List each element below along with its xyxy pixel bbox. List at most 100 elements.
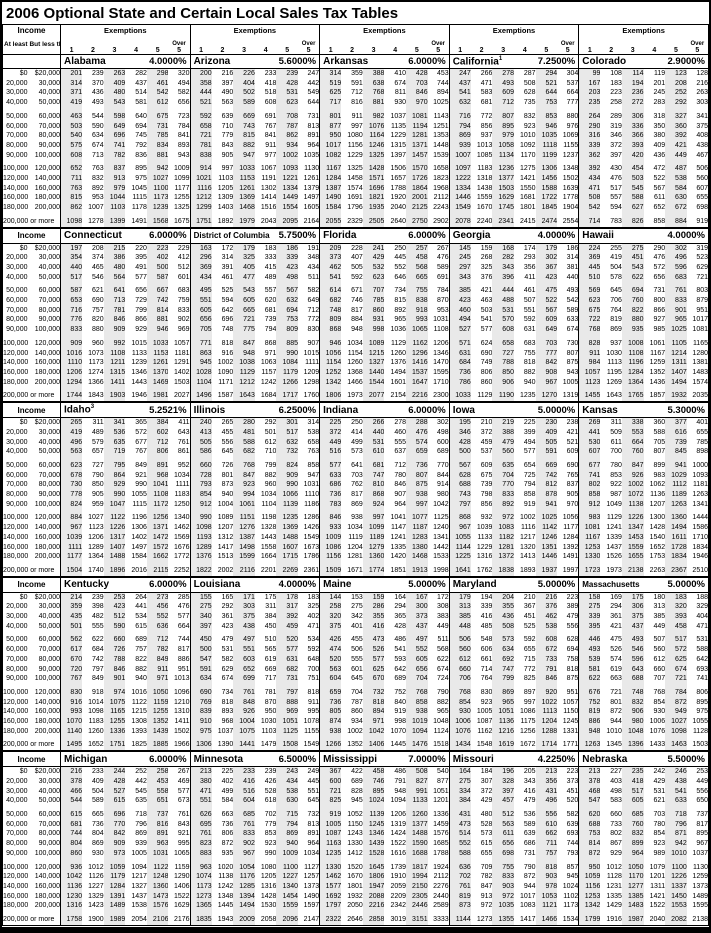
tax-cell: 633 <box>319 470 342 481</box>
tax-cell: 1230 <box>60 891 83 902</box>
tax-cell: 498 <box>437 428 449 436</box>
tax-cell: 875 <box>406 480 428 491</box>
income-at-least: 160,000 <box>3 892 28 900</box>
tax-cell: 523 <box>696 254 708 262</box>
income-at-least: 20,000 <box>6 79 28 87</box>
tax-cell: 967 <box>233 848 255 859</box>
tax-cell: 911 <box>265 141 277 149</box>
tax-cell: 2147 <box>303 916 320 924</box>
tax-cell: 435 <box>60 612 83 622</box>
tax-cell: 816 <box>146 819 169 830</box>
tax-cell: 1286 <box>303 514 320 522</box>
tax-cell: 572 <box>135 428 147 436</box>
tax-cell: 584 <box>665 183 687 194</box>
tax-cell: 1549 <box>303 533 320 541</box>
tax-cell: 763 <box>307 448 320 456</box>
tax-cell: 546 <box>621 645 644 655</box>
spacer-cell <box>189 334 212 339</box>
tax-cell: 1864 <box>406 183 428 194</box>
state-rate: 6.0000% <box>149 753 187 765</box>
tax-cell: 1765 <box>621 391 644 402</box>
tax-cell: 997 <box>406 499 428 510</box>
tax-cell: 1142 <box>535 523 558 533</box>
tax-cell: 1488 <box>103 552 126 562</box>
tax-cell: 651 <box>146 796 169 806</box>
tax-cell: 603 <box>233 654 255 665</box>
tax-cell: 976 <box>566 122 579 130</box>
tax-cell: 784 <box>177 122 190 130</box>
tax-cell: 783 <box>319 499 342 510</box>
tax-cell: 952 <box>177 461 190 469</box>
tax-cell: 612 <box>264 438 277 446</box>
table-row: 60,000 70,000 678 790 864 921 968 1034 728 801 847… <box>3 470 709 481</box>
tax-cell: 764 <box>610 306 622 314</box>
tax-cell: 1588 <box>535 183 558 194</box>
tax-cell: 510 <box>578 272 601 283</box>
state-rate: 6.0000% <box>149 230 187 242</box>
tax-cell: 741 <box>103 140 126 151</box>
tax-cell: 664 <box>566 89 579 97</box>
tax-cell: 784 <box>665 687 687 698</box>
spacer-cell <box>362 334 385 339</box>
tax-cell: 1595 <box>433 368 449 376</box>
table-row: $0 $20,000 216 233 244 252 258 267 213 225 233 239 2… <box>3 766 709 777</box>
tax-cell: 1209 <box>303 368 320 376</box>
tax-cell: 1201 <box>649 873 666 881</box>
tax-cell: 850 <box>492 367 514 378</box>
tax-cell: 780 <box>653 820 666 828</box>
tax-cell: 325 <box>480 263 493 271</box>
tax-cell: 1165 <box>103 707 126 718</box>
tax-cell: 918 <box>406 305 428 316</box>
table-row: 80,000 90,000 776 820 846 866 881 902 656 696 721 7… <box>3 315 709 326</box>
tax-cell: 402 <box>221 777 234 785</box>
tax-cell: 1449 <box>276 193 299 204</box>
tax-cell: 1162 <box>406 338 428 349</box>
tax-cell: 1429 <box>606 902 622 910</box>
tax-cell: 942 <box>665 839 687 849</box>
tax-cell: 292 <box>665 98 687 108</box>
tax-cell: 1851 <box>390 566 407 574</box>
tax-cell: 520 <box>566 797 579 805</box>
income-at-least: 70,000 <box>6 655 28 663</box>
tax-cell: 555 <box>394 438 407 446</box>
tax-cell: 824 <box>60 499 83 510</box>
tax-cell: 1240 <box>433 524 449 532</box>
tax-cell: 656 <box>653 273 666 281</box>
spacer-cell <box>492 387 514 392</box>
tax-cell: 503 <box>60 121 83 132</box>
tax-cell: 747 <box>362 470 385 481</box>
tax-cell: 1315 <box>103 367 126 378</box>
tax-cell: 622 <box>437 655 449 663</box>
tax-cell: 575 <box>60 140 83 151</box>
tax-cell: 796 <box>135 820 147 828</box>
tax-cell: 1574 <box>692 378 708 386</box>
tax-cell: 2209 <box>390 892 407 900</box>
tax-cell: 853 <box>610 471 622 479</box>
tax-cell: 409 <box>103 78 126 89</box>
tax-cell: 525 <box>523 622 536 630</box>
tax-cell: 704 <box>406 674 428 684</box>
tax-cell: 538 <box>665 174 687 184</box>
income-at-least: 80,000 <box>6 491 28 499</box>
income-less-than: 200,000 <box>34 378 61 386</box>
tax-cell: 767 <box>264 122 277 130</box>
tax-cell: 718 <box>135 811 147 818</box>
tax-cell: 1110 <box>304 491 320 499</box>
state-name: Illinois <box>193 404 226 416</box>
tax-cell: 1111 <box>60 542 83 553</box>
tax-cell: 1122 <box>146 862 169 873</box>
income-less-than: 160,000 <box>34 882 61 890</box>
tax-cell: 275 <box>189 602 212 613</box>
tax-cell: 931 <box>362 315 385 326</box>
table-row: 40,000 50,000 419 493 543 581 612 656 521 563 589 6… <box>3 98 709 108</box>
tax-cell: 694 <box>135 122 147 130</box>
tax-cell: 2154 <box>390 392 407 400</box>
income-less-than: 140,000 <box>34 873 61 881</box>
tax-cell: 919 <box>523 500 536 508</box>
tax-cell: 186 <box>566 244 579 252</box>
tax-cell: 589 <box>566 306 579 314</box>
tax-cell: 252 <box>135 768 147 776</box>
tax-cell: 1157 <box>261 368 277 376</box>
tax-cell: 1098 <box>88 708 104 716</box>
tax-cell: 361 <box>221 613 234 621</box>
